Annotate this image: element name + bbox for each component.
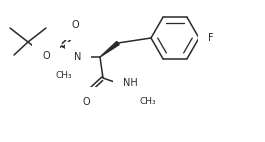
Text: CH₃: CH₃ bbox=[56, 70, 72, 80]
Text: NH: NH bbox=[123, 78, 138, 88]
Text: F: F bbox=[208, 33, 214, 43]
Text: O: O bbox=[71, 20, 79, 30]
Polygon shape bbox=[100, 41, 119, 57]
Text: CH₃: CH₃ bbox=[140, 98, 157, 106]
Text: N: N bbox=[74, 52, 82, 62]
Text: O: O bbox=[82, 97, 90, 107]
Text: O: O bbox=[42, 51, 50, 61]
